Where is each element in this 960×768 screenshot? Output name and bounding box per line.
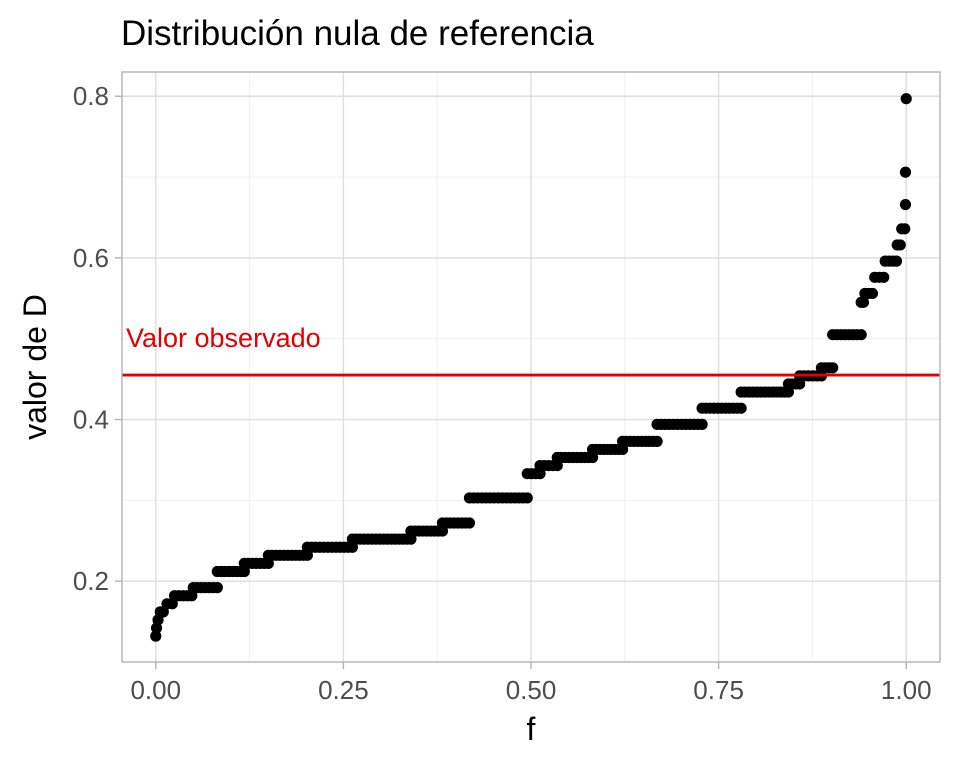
y-axis-title: valor de D [17,294,53,440]
data-point [899,166,912,178]
data-point [651,435,663,447]
x-tick-label: 0.25 [318,675,369,705]
data-point [211,582,223,594]
data-point [866,287,879,300]
y-tick-label: 0.2 [73,566,109,596]
axes: 0.00 0.25 0.50 0.75 1.00 0.2 0.4 0.6 0.8 [73,81,932,705]
data-point [890,255,903,267]
data-point [857,296,870,308]
data-point [150,630,162,642]
x-tick-label: 0.00 [130,675,181,705]
data-point [900,93,912,105]
y-tick-label: 0.8 [73,81,109,111]
data-point [878,271,890,283]
data-point [735,402,747,414]
data-point [827,362,839,374]
observed-value-label: Valor observado [126,323,321,353]
x-tick-label: 0.50 [506,675,557,705]
x-tick-label: 1.00 [881,675,932,705]
chart-title: Distribución nula de referencia [121,14,594,53]
data-point [899,198,912,211]
data-point [855,329,867,341]
x-axis-title: f [527,711,536,747]
data-point [463,517,476,529]
data-point [899,223,911,235]
y-tick-label: 0.4 [73,405,109,435]
data-point [696,418,708,430]
data-point [894,239,906,251]
data-points [150,93,912,642]
y-tick-label: 0.6 [73,243,109,273]
data-point [521,492,533,504]
observed-value-layer: Valor observado [122,323,940,377]
x-tick-label: 0.75 [693,675,744,705]
